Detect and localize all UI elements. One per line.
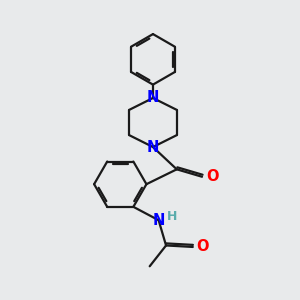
Text: N: N xyxy=(152,213,165,228)
Text: O: O xyxy=(206,169,218,184)
Text: N: N xyxy=(147,91,159,106)
Text: O: O xyxy=(196,239,209,254)
Text: N: N xyxy=(147,140,159,154)
Text: H: H xyxy=(167,210,177,223)
